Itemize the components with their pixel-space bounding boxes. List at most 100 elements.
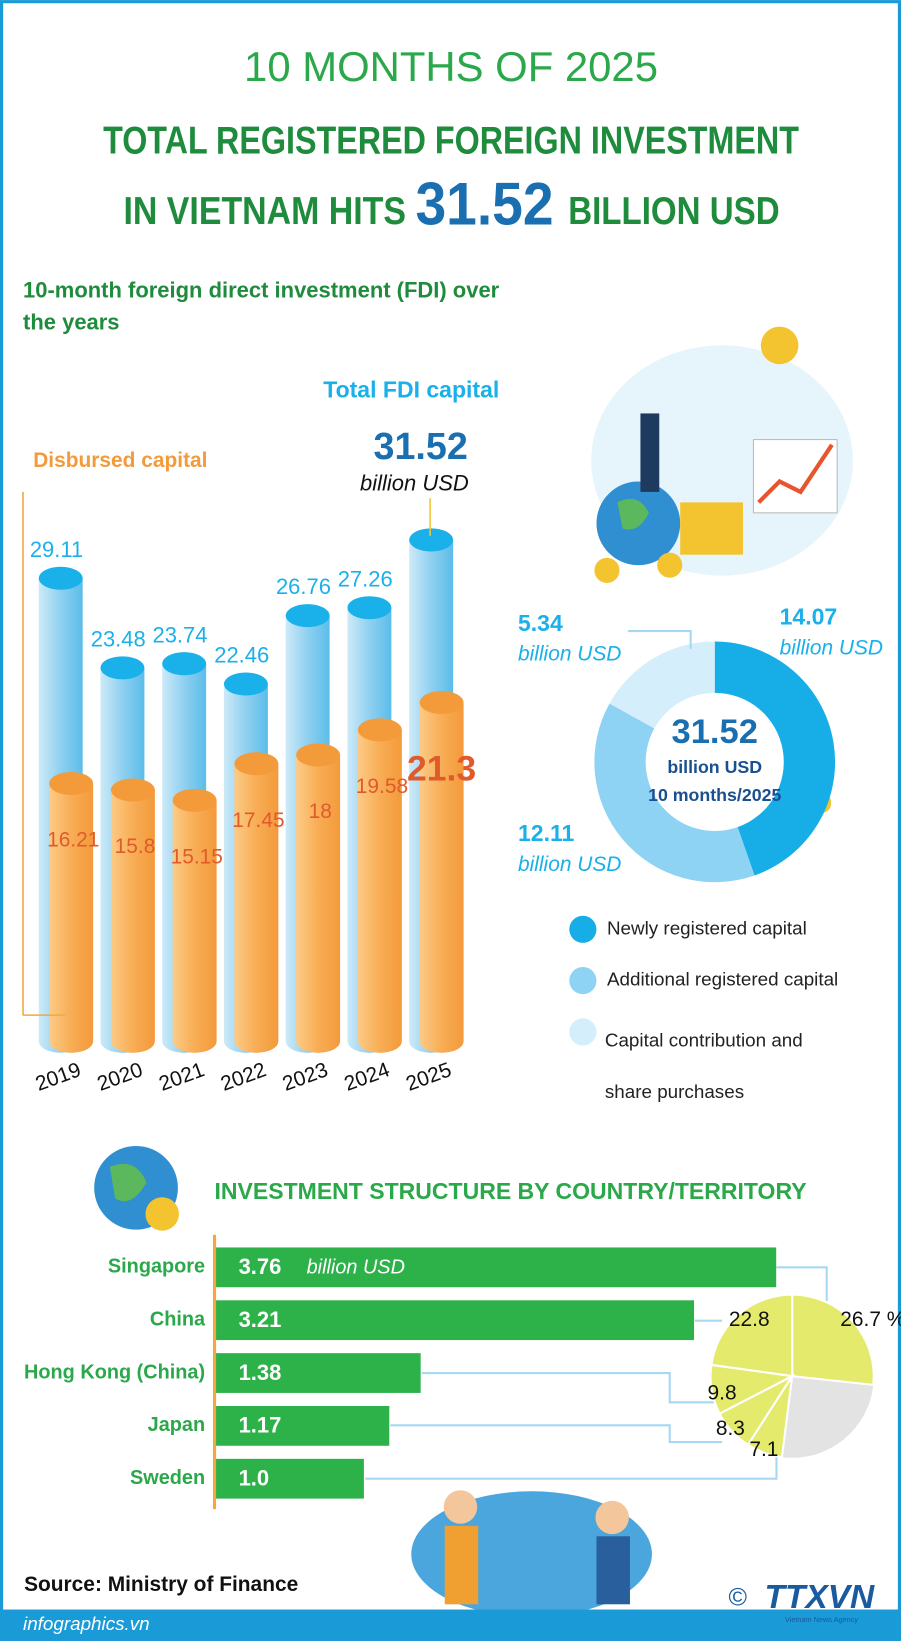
value-label: 27.26 [338,566,393,591]
value-label: 23.74 [152,622,207,647]
value-label: 1.38 [239,1360,282,1385]
legend-label: Additional registered capital [607,969,838,990]
cylinder-top [49,771,94,795]
x-tick-label: 2023 [279,1058,331,1096]
value-label: 3.21 [239,1307,282,1332]
donut-segment [714,641,836,876]
center-note: 10 months/2025 [648,785,781,805]
cylinder [419,702,464,1053]
cylinder [234,763,279,1053]
value-label: 22.8 [729,1308,770,1331]
pie-slice [791,1293,875,1387]
center-unit: billion USD [667,757,762,777]
unit-label: billion USD [518,853,621,876]
pie-slice [746,1375,794,1459]
cylinder-top [100,656,145,680]
share-pie: 26.7 % 22.8 9.8 8.37.1 [708,1293,901,1461]
agency: Vietnam News Agency [785,1615,858,1624]
pie-slice [710,1293,794,1378]
chart-title-box: 10-month foreign direct investment (FDI)… [23,278,500,335]
y-tick-label: Sweden [130,1467,205,1489]
cylinder-top [419,690,464,715]
cylinder-top [223,672,268,696]
x-tick-label: 2021 [156,1058,208,1096]
value-label: 9.8 [708,1381,737,1404]
site: infographics.vn [23,1613,150,1634]
value-label: 21.3 [407,749,476,789]
cylinder-top [409,528,454,552]
kicker: 10 MONTHS OF 2025 [244,43,658,90]
y-tick-label: China [150,1308,206,1330]
series-label: Total FDI capital [323,377,499,403]
chart-title: 10-month foreign direct investment (FDI)… [23,278,500,335]
value-label: 26.7 % [840,1308,901,1331]
cylinder [296,754,341,1053]
copyright: © [728,1584,747,1612]
cylinder [357,729,402,1053]
bar [214,1247,777,1288]
donut-segment [609,641,715,729]
value-label: 23.48 [91,626,146,651]
footer-strip [0,1609,900,1641]
legend-marker [569,1018,597,1046]
x-tick-label: 2020 [94,1058,146,1096]
donut-segment [594,703,755,883]
cylinder-top [172,788,217,812]
value-label: 31.52 [374,425,468,467]
cylinder [49,783,94,1053]
donut-chart: 14.07 billion USD Newly registered capital… [518,604,883,1046]
bar [214,1458,364,1499]
value-label: 29.11 [30,537,83,562]
cylinder-top [347,596,392,620]
value-label: 19.58 [356,775,408,798]
series-label: Disbursed capital [33,449,207,472]
title: IN VIETNAM HITS [123,190,406,233]
logo: TTXVN [765,1579,876,1616]
connectors [365,630,828,1480]
cylinder-top [357,718,402,742]
legend-box: Capital contribution and share purchases [605,1030,803,1102]
x-tick-label: 2019 [32,1058,84,1096]
section-title: INVESTMENT STRUCTURE BY COUNTRY/TERRITOR… [215,1178,807,1204]
value-label: 17.45 [232,809,284,832]
unit-label: billion USD [780,636,883,659]
value-label: 26.76 [276,574,331,599]
cylinder [172,800,217,1053]
value-label: 1.0 [239,1466,270,1491]
value-label: 5.34 [518,610,563,636]
y-tick-label: Japan [148,1414,205,1436]
bar [214,1300,695,1341]
bar [214,1405,390,1446]
unit-label: billion USD [518,643,621,666]
legend-label: Newly registered capital [607,917,807,938]
value-label: 22.46 [214,643,269,668]
unit-label: billion USD [307,1257,405,1279]
title: TOTAL REGISTERED FOREIGN INVESTMENT [103,120,799,163]
bar [214,1353,421,1393]
cylinder-top [285,604,330,628]
value-label: 14.07 [780,604,838,630]
center-value: 31.52 [672,713,758,751]
value-label: 16.21 [47,829,99,852]
x-tick-label: 2024 [341,1058,393,1096]
title-value: 31.52 [415,169,553,237]
cylinder-top [162,652,207,676]
value-label: 15.8 [115,835,156,858]
value-label: 8.3 [716,1417,745,1440]
value-label: 3.76 [239,1254,282,1279]
value-label: 15.15 [171,845,223,868]
source: Source: Ministry of Finance [24,1573,298,1596]
legend-marker [569,915,597,943]
unit-label: billion USD [360,470,469,495]
value-label: 7.1 [749,1438,778,1461]
country-chart: INVESTMENT STRUCTURE BY COUNTRY/TERRITOR… [24,1178,807,1499]
value-label: 1.17 [239,1413,282,1438]
cylinder-top [38,566,83,590]
cylinder [110,789,155,1053]
y-tick-label: Hong Kong (China) [24,1361,205,1383]
legend-marker [569,967,597,995]
value-label: 12.11 [518,820,575,846]
fdi-chart: Total FDI capital Disbursed capital 29.11 1… [30,377,499,1096]
x-tick-label: 2022 [218,1058,270,1096]
